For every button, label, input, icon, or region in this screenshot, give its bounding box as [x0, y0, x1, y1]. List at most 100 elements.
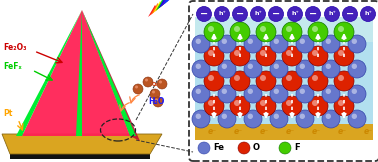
Text: e⁻: e⁻	[208, 127, 217, 137]
Circle shape	[288, 6, 302, 22]
Circle shape	[312, 50, 318, 56]
Circle shape	[244, 60, 262, 78]
Circle shape	[270, 35, 288, 53]
Circle shape	[348, 35, 366, 53]
Circle shape	[195, 64, 201, 69]
Circle shape	[338, 100, 344, 106]
Text: e⁻: e⁻	[338, 127, 347, 137]
Circle shape	[268, 6, 284, 22]
Text: −: −	[309, 9, 317, 19]
Circle shape	[230, 96, 250, 116]
Text: O: O	[253, 144, 260, 152]
Circle shape	[248, 89, 253, 94]
Circle shape	[322, 85, 340, 103]
Circle shape	[244, 35, 262, 53]
Text: −: −	[346, 9, 354, 19]
Circle shape	[361, 6, 375, 22]
Circle shape	[208, 100, 214, 106]
Circle shape	[152, 91, 155, 93]
Circle shape	[218, 60, 236, 78]
Circle shape	[133, 84, 143, 94]
Circle shape	[270, 60, 288, 78]
Circle shape	[274, 114, 279, 119]
Circle shape	[256, 96, 276, 116]
Circle shape	[274, 39, 279, 44]
Circle shape	[342, 6, 358, 22]
Text: H₂O: H₂O	[148, 97, 164, 106]
Circle shape	[150, 89, 160, 99]
Text: h⁺: h⁺	[328, 11, 336, 16]
Polygon shape	[163, 0, 173, 5]
Circle shape	[230, 71, 250, 91]
Circle shape	[308, 71, 328, 91]
Circle shape	[322, 60, 340, 78]
Text: FeFₓ: FeFₓ	[3, 62, 22, 71]
Polygon shape	[155, 0, 166, 11]
Circle shape	[222, 114, 227, 119]
Circle shape	[218, 110, 236, 128]
Text: e⁻: e⁻	[234, 127, 243, 137]
Circle shape	[222, 89, 227, 94]
Circle shape	[338, 50, 344, 56]
Circle shape	[325, 39, 331, 44]
Circle shape	[325, 89, 331, 94]
Text: e⁻: e⁻	[311, 127, 321, 137]
Text: h⁺: h⁺	[254, 11, 262, 16]
Circle shape	[260, 75, 266, 81]
Circle shape	[270, 85, 288, 103]
Circle shape	[230, 22, 250, 42]
Text: Fe: Fe	[213, 144, 224, 152]
Text: e⁻: e⁻	[259, 127, 268, 137]
Circle shape	[145, 79, 148, 81]
Circle shape	[282, 96, 302, 116]
Circle shape	[248, 39, 253, 44]
Circle shape	[153, 97, 163, 107]
Circle shape	[300, 89, 305, 94]
Circle shape	[248, 64, 253, 69]
Circle shape	[234, 50, 240, 56]
Circle shape	[334, 22, 354, 42]
Circle shape	[208, 75, 214, 81]
Polygon shape	[148, 5, 158, 17]
Circle shape	[218, 35, 236, 53]
Text: −: −	[200, 9, 208, 19]
Circle shape	[208, 26, 214, 32]
Circle shape	[192, 85, 210, 103]
Circle shape	[143, 77, 153, 87]
Circle shape	[300, 64, 305, 69]
Circle shape	[222, 64, 227, 69]
Bar	[195, 124, 373, 140]
Polygon shape	[22, 10, 130, 136]
Polygon shape	[16, 10, 82, 136]
Circle shape	[238, 142, 250, 154]
Circle shape	[282, 46, 302, 66]
Circle shape	[195, 89, 201, 94]
Circle shape	[325, 114, 331, 119]
Circle shape	[195, 39, 201, 44]
Circle shape	[305, 6, 321, 22]
Circle shape	[286, 75, 292, 81]
Polygon shape	[150, 3, 161, 15]
Circle shape	[260, 100, 266, 106]
Text: Fe₂O₃: Fe₂O₃	[3, 43, 26, 52]
Bar	[195, 17, 373, 42]
Circle shape	[244, 85, 262, 103]
Text: h⁺: h⁺	[218, 11, 226, 16]
Circle shape	[348, 110, 366, 128]
Circle shape	[324, 6, 339, 22]
Circle shape	[256, 22, 276, 42]
Circle shape	[312, 26, 318, 32]
Circle shape	[214, 6, 229, 22]
Circle shape	[352, 114, 357, 119]
Circle shape	[352, 64, 357, 69]
Circle shape	[334, 96, 354, 116]
Text: Pt: Pt	[3, 109, 12, 118]
Polygon shape	[82, 10, 140, 141]
Text: O₂: O₂	[152, 82, 158, 87]
Circle shape	[322, 110, 340, 128]
Polygon shape	[10, 154, 150, 159]
Polygon shape	[82, 10, 136, 136]
Circle shape	[274, 89, 279, 94]
Polygon shape	[158, 0, 168, 9]
Circle shape	[312, 100, 318, 106]
